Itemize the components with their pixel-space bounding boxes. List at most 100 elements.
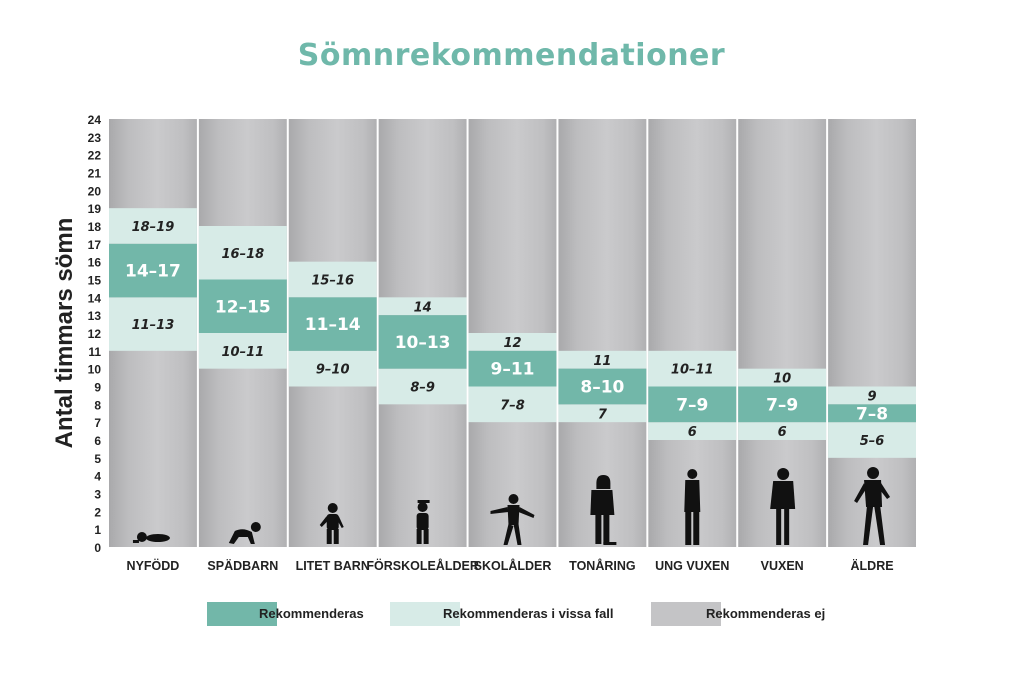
legend-label-sometimes: Rekommenderas i vissa fall <box>443 606 614 621</box>
label-recommended-vuxen: 7–9 <box>766 395 798 415</box>
label-recommended-skolålder: 9–11 <box>491 360 535 380</box>
label-lower-nyfödd: 11–13 <box>132 318 175 333</box>
label-upper-spädbarn: 16–18 <box>221 247 264 262</box>
band-recommended-ung-vuxen <box>648 386 737 423</box>
y-tick-0: 0 <box>94 541 101 555</box>
y-tick-13: 13 <box>88 309 102 323</box>
y-tick-10: 10 <box>88 363 102 377</box>
x-tick-förskoleålder: FÖRSKOLEÅLDER <box>366 558 479 573</box>
y-tick-22: 22 <box>88 149 102 163</box>
label-recommended-tonåring: 8–10 <box>580 378 624 398</box>
label-upper-ung-vuxen: 10–11 <box>671 363 714 378</box>
y-tick-17: 17 <box>88 238 102 252</box>
band-lower-tonåring <box>558 404 647 423</box>
y-tick-15: 15 <box>88 274 102 288</box>
y-tick-5: 5 <box>94 452 101 466</box>
y-tick-23: 23 <box>88 131 102 145</box>
y-tick-6: 6 <box>94 434 101 448</box>
x-tick-skolålder: SKOLÅLDER <box>474 558 552 573</box>
y-tick-24: 24 <box>88 113 102 127</box>
band-lower-vuxen <box>738 422 827 440</box>
legend-label-not-recommended: Rekommenderas ej <box>706 606 826 621</box>
band-recommended-spädbarn <box>198 279 287 333</box>
y-tick-18: 18 <box>88 220 102 234</box>
y-tick-14: 14 <box>88 291 102 305</box>
band-recommended-förskoleålder <box>378 315 467 369</box>
band-lower-äldre <box>828 422 916 458</box>
y-tick-7: 7 <box>94 416 101 430</box>
band-upper-skolålder <box>468 333 557 351</box>
y-tick-8: 8 <box>94 398 101 412</box>
band-lower-ung-vuxen <box>648 422 737 440</box>
band-lower-spädbarn <box>198 333 287 369</box>
label-recommended-nyfödd: 14–17 <box>125 262 181 282</box>
newborn-icon <box>132 532 170 543</box>
band-recommended-skolålder <box>468 350 557 387</box>
school-child-icon <box>490 494 535 545</box>
band-recommended-tonåring <box>558 368 647 405</box>
band-recommended-litet-barn <box>288 297 377 351</box>
y-tick-2: 2 <box>94 505 101 519</box>
label-lower-förskoleålder: 8–9 <box>410 381 435 396</box>
label-upper-tonåring: 11 <box>593 354 611 369</box>
x-tick-nyfödd: NYFÖDD <box>127 558 180 573</box>
x-tick-tonåring: TONÅRING <box>569 558 635 573</box>
band-lower-förskoleålder <box>378 368 467 405</box>
band-recommended-äldre <box>828 404 916 423</box>
y-tick-21: 21 <box>88 167 102 181</box>
y-tick-9: 9 <box>94 381 101 395</box>
label-upper-äldre: 9 <box>868 389 877 404</box>
chart-title: Sömnrekommendationer <box>297 38 726 73</box>
label-lower-ung-vuxen: 6 <box>688 425 697 440</box>
legend-label-recommended: Rekommenderas <box>259 606 364 621</box>
legend-swatch-sometimes <box>390 602 460 626</box>
band-lower-skolålder <box>468 386 557 423</box>
y-axis-label: Antal timmars sömn <box>51 218 78 449</box>
x-tick-litet-barn: LITET BARN <box>296 559 370 573</box>
y-tick-4: 4 <box>94 470 101 484</box>
band-recommended-vuxen <box>738 386 827 423</box>
band-recommended-nyfödd <box>109 243 197 298</box>
band-upper-äldre <box>828 386 916 405</box>
band-upper-nyfödd <box>109 208 197 244</box>
elderly-icon <box>854 467 891 545</box>
label-upper-vuxen: 10 <box>773 372 791 387</box>
x-tick-äldre: ÄLDRE <box>851 558 894 573</box>
x-tick-spädbarn: SPÄDBARN <box>207 558 278 573</box>
legend-swatch-recommended <box>207 602 277 626</box>
y-tick-11: 11 <box>88 345 101 359</box>
label-recommended-spädbarn: 12–15 <box>215 297 271 317</box>
y-tick-3: 3 <box>94 488 101 502</box>
teenager-icon <box>590 475 617 545</box>
crawling-baby-icon <box>228 522 261 544</box>
label-recommended-äldre: 7–8 <box>856 404 888 424</box>
label-upper-litet-barn: 15–16 <box>311 274 354 289</box>
preschooler-icon <box>416 500 430 544</box>
label-recommended-ung-vuxen: 7–9 <box>676 395 708 415</box>
label-lower-spädbarn: 10–11 <box>221 345 264 360</box>
y-tick-1: 1 <box>94 523 101 537</box>
x-tick-ung-vuxen: UNG VUXEN <box>655 559 729 573</box>
band-upper-ung-vuxen <box>648 350 737 387</box>
label-lower-litet-barn: 9–10 <box>316 363 350 378</box>
band-upper-spädbarn <box>198 226 287 280</box>
label-recommended-litet-barn: 11–14 <box>305 315 361 335</box>
y-tick-16: 16 <box>88 256 102 270</box>
band-upper-tonåring <box>558 350 647 369</box>
x-tick-vuxen: VUXEN <box>761 559 804 573</box>
label-upper-skolålder: 12 <box>503 336 521 351</box>
band-upper-litet-barn <box>288 261 377 298</box>
label-recommended-förskoleålder: 10–13 <box>395 333 451 353</box>
label-lower-tonåring: 7 <box>598 407 608 422</box>
y-tick-12: 12 <box>88 327 102 341</box>
label-lower-vuxen: 6 <box>778 425 787 440</box>
legend-swatch-not-recommended <box>651 602 721 626</box>
adult-icon <box>770 468 796 545</box>
y-tick-20: 20 <box>88 184 102 198</box>
label-lower-skolålder: 7–8 <box>500 398 525 413</box>
y-tick-19: 19 <box>88 202 102 216</box>
band-lower-litet-barn <box>288 350 377 387</box>
legend: Rekommenderas Rekommenderas i vissa fall… <box>0 602 1023 626</box>
toddler-icon <box>319 503 344 544</box>
